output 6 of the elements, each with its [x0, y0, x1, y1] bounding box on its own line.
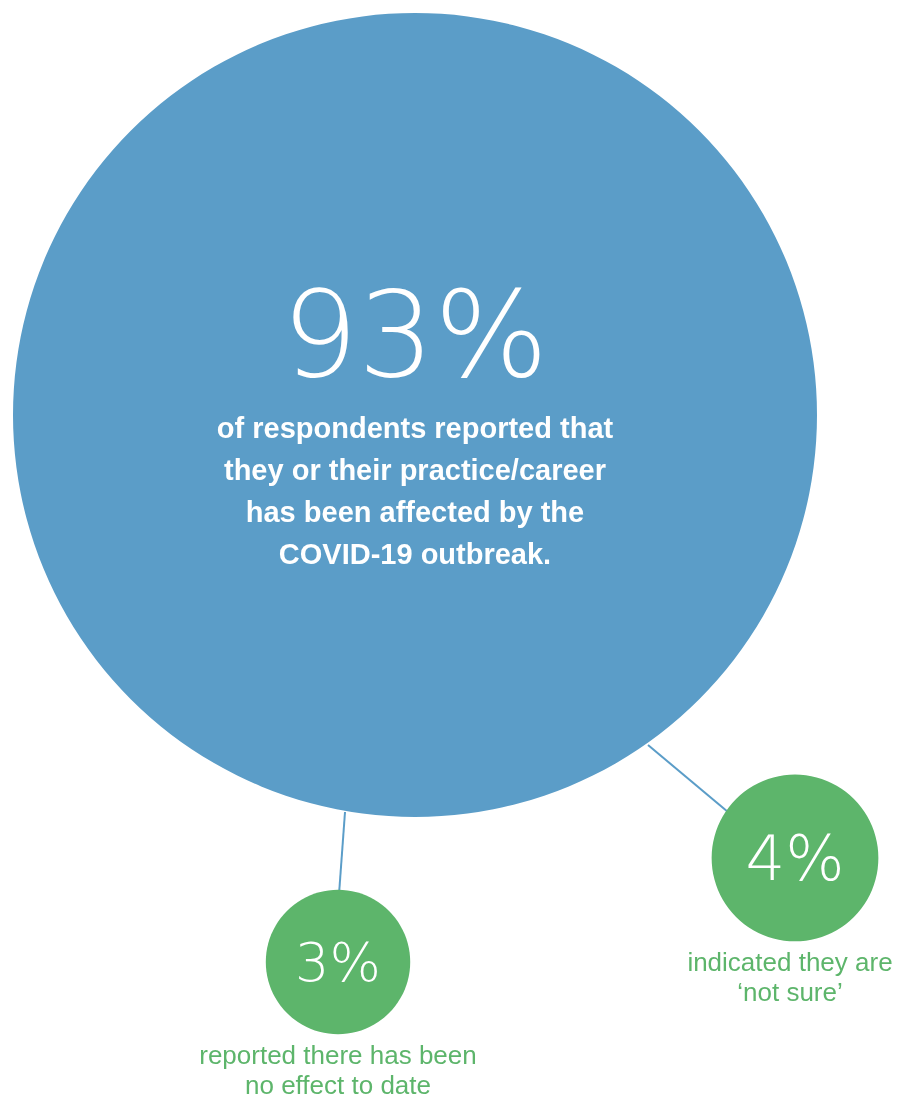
category-label: reported there has been no effect to date [198, 1040, 478, 1101]
category-label: indicated they are ‘not sure’ [686, 947, 894, 1008]
data-label: 4% [745, 821, 845, 895]
data-label: 93% [281, 265, 549, 405]
data-label: 3% [295, 930, 381, 994]
category-label: of respondents reported that they or their practice/career has been affected by the COVID-19 outbreak. [215, 411, 615, 572]
